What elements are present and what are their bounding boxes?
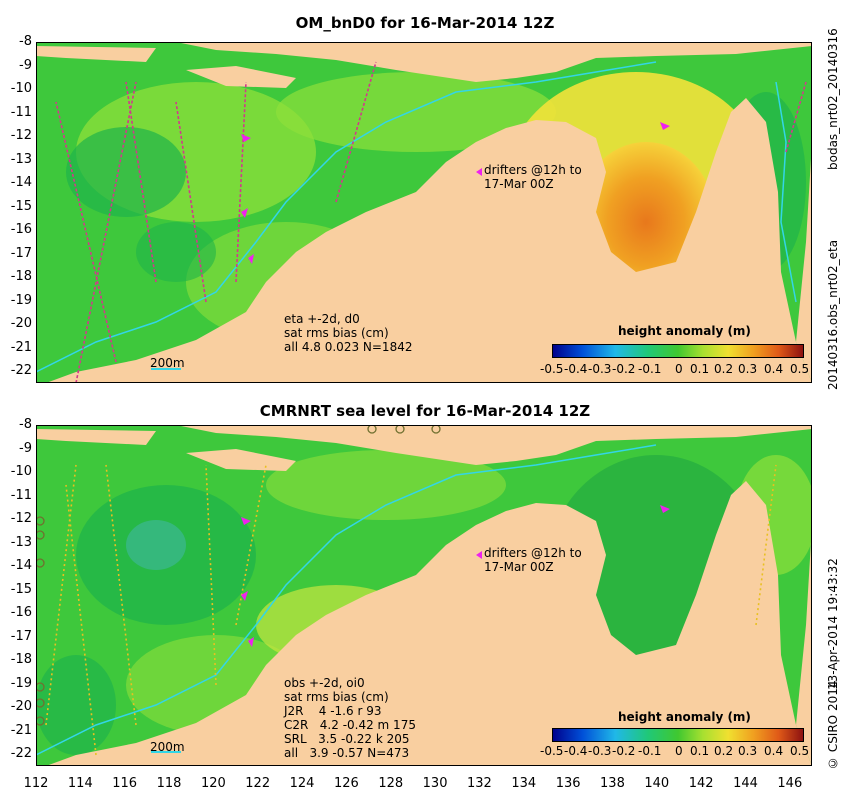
- lat-tick-label: -17: [10, 245, 32, 261]
- lat-tick-label: -20: [10, 699, 32, 715]
- bottom-stat-line: obs +-2d, oi0: [284, 676, 365, 690]
- lat-tick-label: -9: [19, 57, 32, 73]
- top-stat-line: eta +-2d, d0: [284, 312, 360, 326]
- lat-tick-label: -21: [10, 722, 32, 738]
- bottom-stat-line: SRL 3.5 -0.22 k 205: [284, 732, 410, 746]
- lat-tick-label: -18: [10, 652, 32, 668]
- lon-tick-label: 118: [156, 776, 182, 791]
- bottom-stat-line: sat rms bias (cm): [284, 690, 389, 704]
- lon-tick-label: 146: [777, 776, 803, 791]
- lon-tick-label: 142: [688, 776, 714, 791]
- drifter-markers: [241, 505, 670, 647]
- isobath-200m: [36, 61, 657, 373]
- tide-gauge-markers: [36, 425, 441, 726]
- lon-tick-label: 126: [333, 776, 359, 791]
- altimeter-tracks: [55, 61, 807, 383]
- bottom-colorbar-title: height anomaly (m): [618, 710, 751, 724]
- lat-tick-label: -22: [10, 363, 32, 379]
- lat-tick-label: -16: [10, 605, 32, 621]
- lon-tick-label: 116: [112, 776, 138, 791]
- lon-tick-label: 138: [600, 776, 625, 791]
- bottom-map: [36, 425, 812, 766]
- bottom-scale-label: 200m: [150, 740, 185, 754]
- lat-tick-label: -8: [19, 417, 32, 432]
- lat-tick-label: -19: [10, 292, 32, 308]
- lat-tick-label: -12: [10, 128, 32, 144]
- bottom-side-label-top: 13-Apr-2014 19:43:32: [826, 558, 840, 690]
- lat-tick-label: -12: [10, 511, 32, 527]
- top-stats: eta +-2d, d0 sat rms bias (cm) all 4.8 0…: [284, 312, 412, 354]
- lon-tick-label: 112: [23, 776, 49, 791]
- lat-tick-label: -10: [10, 81, 32, 97]
- land-australia: [46, 98, 812, 383]
- bottom-stat-line: all 3.9 -0.57 N=473: [284, 746, 410, 760]
- top-drifter-note: drifters @12h to 17-Mar 00Z: [484, 163, 582, 191]
- bottom-panel-title: CMRNRT sea level for 16-Mar-2014 12Z: [259, 402, 591, 420]
- bottom-colorbar: [552, 728, 804, 742]
- lon-tick-label: 134: [511, 776, 537, 791]
- lat-tick-label: -15: [10, 581, 32, 597]
- lon-tick-label: 140: [644, 776, 670, 791]
- lat-tick-label: -19: [10, 675, 32, 691]
- top-side-label-bottom: 20140316.obs_nrt02_eta: [826, 239, 840, 390]
- lat-tick-label: -22: [10, 746, 32, 762]
- lat-tick-label: -16: [10, 222, 32, 238]
- lat-tick-label: -14: [10, 175, 32, 191]
- lon-tick-label: 122: [245, 776, 271, 791]
- lat-tick-label: -21: [10, 339, 32, 355]
- lon-tick-label: 120: [200, 776, 226, 791]
- lat-tick-label: -11: [10, 487, 32, 503]
- top-scale-label: 200m: [150, 356, 185, 370]
- lat-tick-label: -15: [10, 198, 32, 214]
- lon-tick-label: 114: [67, 776, 93, 791]
- top-side-label-top: bodas_nrt02_20140316: [826, 28, 840, 170]
- land-australia: [46, 481, 812, 766]
- bottom-stats: obs +-2d, oi0 sat rms bias (cm) J2R 4 -1…: [284, 676, 416, 760]
- lon-tick-label: 130: [422, 776, 448, 791]
- bottom-stat-line: J2R 4 -1.6 r 93: [284, 704, 382, 718]
- lat-tick-label: -14: [10, 558, 32, 574]
- lat-tick-label: -13: [10, 151, 32, 167]
- lat-tick-label: -20: [10, 316, 32, 332]
- lat-tick-label: -13: [10, 534, 32, 550]
- lat-tick-label: -11: [10, 104, 32, 120]
- drifter-markers: [241, 122, 670, 264]
- lon-tick-label: 136: [555, 776, 581, 791]
- lat-tick-label: -8: [19, 34, 32, 49]
- lon-tick-label: 128: [378, 776, 404, 791]
- lat-tick-label: -18: [10, 269, 32, 285]
- isobath-200m: [36, 444, 657, 756]
- top-colorbar-title: height anomaly (m): [618, 324, 751, 338]
- lon-tick-label: 144: [733, 776, 758, 791]
- top-stat-line: all 4.8 0.023 N=1842: [284, 340, 413, 354]
- bottom-drifter-note: drifters @12h to 17-Mar 00Z: [484, 546, 582, 574]
- bottom-stat-line: C2R 4.2 -0.42 m 175: [284, 718, 416, 732]
- lat-tick-label: -9: [19, 440, 32, 456]
- bottom-side-label-bottom: © CSIRO 2014: [826, 680, 840, 771]
- lat-tick-label: -10: [10, 464, 32, 480]
- observation-tracks: [45, 464, 777, 756]
- lon-tick-label: 132: [467, 776, 492, 791]
- land-north: [176, 425, 812, 465]
- drifter-legend-arrow: [476, 168, 482, 176]
- top-map: [36, 42, 812, 383]
- lon-tick-label: 124: [289, 776, 315, 791]
- top-stat-line: sat rms bias (cm): [284, 326, 389, 340]
- land-north: [176, 42, 812, 82]
- top-colorbar: [552, 344, 804, 358]
- drifter-legend-arrow: [476, 551, 482, 559]
- top-panel-title: OM_bnD0 for 16-Mar-2014 12Z: [295, 14, 555, 32]
- lat-tick-label: -17: [10, 628, 32, 644]
